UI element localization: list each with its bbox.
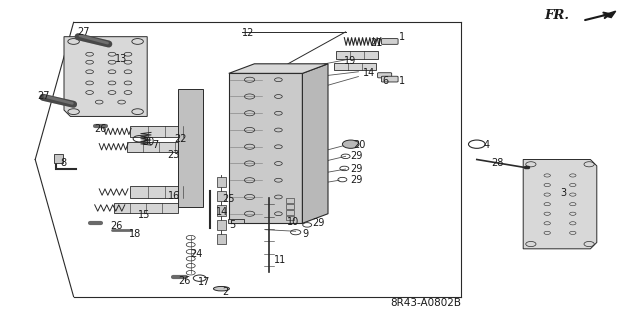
Circle shape <box>342 140 359 148</box>
Text: 8R43-A0802B: 8R43-A0802B <box>390 298 461 308</box>
Text: 11: 11 <box>274 255 286 265</box>
Text: 1: 1 <box>399 32 406 42</box>
Text: 24: 24 <box>191 249 203 259</box>
Text: 6: 6 <box>383 76 389 86</box>
Text: 19: 19 <box>344 56 356 66</box>
Text: 4: 4 <box>483 140 490 150</box>
Text: 29: 29 <box>351 175 363 185</box>
Text: 21: 21 <box>370 38 382 48</box>
Polygon shape <box>603 11 616 18</box>
Text: 26: 26 <box>110 221 122 232</box>
FancyBboxPatch shape <box>217 177 226 187</box>
Text: 28: 28 <box>492 158 504 168</box>
Text: 22: 22 <box>174 134 187 144</box>
Text: 18: 18 <box>129 229 141 240</box>
FancyBboxPatch shape <box>378 73 392 78</box>
Text: 3: 3 <box>560 188 566 198</box>
Text: 27: 27 <box>37 91 50 101</box>
Text: 27: 27 <box>77 27 90 37</box>
Text: 13: 13 <box>115 54 127 64</box>
Text: 29: 29 <box>312 218 324 228</box>
FancyBboxPatch shape <box>54 154 63 163</box>
Text: 29: 29 <box>351 151 363 161</box>
Polygon shape <box>130 126 200 137</box>
Polygon shape <box>229 73 302 223</box>
Polygon shape <box>130 186 200 197</box>
Polygon shape <box>127 142 191 152</box>
Text: 1: 1 <box>399 76 406 86</box>
Text: 14: 14 <box>363 68 375 78</box>
Ellipse shape <box>214 286 230 291</box>
Text: 8: 8 <box>61 158 67 168</box>
Text: 7: 7 <box>152 140 159 150</box>
Polygon shape <box>64 37 147 116</box>
Text: 25: 25 <box>223 194 236 204</box>
FancyBboxPatch shape <box>381 39 398 44</box>
Polygon shape <box>337 51 378 59</box>
FancyBboxPatch shape <box>217 191 226 201</box>
Text: 26: 26 <box>95 124 107 134</box>
Text: 14: 14 <box>216 207 228 217</box>
FancyBboxPatch shape <box>217 234 226 244</box>
Text: 16: 16 <box>168 191 180 201</box>
Text: 20: 20 <box>353 140 365 150</box>
Text: 2: 2 <box>223 287 229 297</box>
Text: 9: 9 <box>302 229 308 240</box>
Polygon shape <box>335 63 376 70</box>
Text: 15: 15 <box>138 210 150 220</box>
FancyBboxPatch shape <box>228 219 244 223</box>
Polygon shape <box>178 89 204 207</box>
Polygon shape <box>302 64 328 223</box>
FancyBboxPatch shape <box>381 76 398 82</box>
Text: 12: 12 <box>242 28 254 39</box>
Text: 30: 30 <box>142 137 154 147</box>
FancyBboxPatch shape <box>286 198 294 203</box>
FancyBboxPatch shape <box>217 205 226 216</box>
Text: 26: 26 <box>178 276 190 286</box>
Text: 17: 17 <box>198 277 211 287</box>
FancyBboxPatch shape <box>286 210 294 215</box>
Text: 10: 10 <box>287 217 299 227</box>
Polygon shape <box>229 64 328 73</box>
FancyBboxPatch shape <box>286 204 294 209</box>
Polygon shape <box>524 160 596 249</box>
Text: 23: 23 <box>168 150 180 160</box>
Text: FR.: FR. <box>545 9 570 22</box>
Polygon shape <box>114 203 178 213</box>
FancyBboxPatch shape <box>217 220 226 230</box>
Text: 29: 29 <box>351 164 363 174</box>
FancyBboxPatch shape <box>286 216 294 220</box>
Text: 5: 5 <box>229 220 236 230</box>
